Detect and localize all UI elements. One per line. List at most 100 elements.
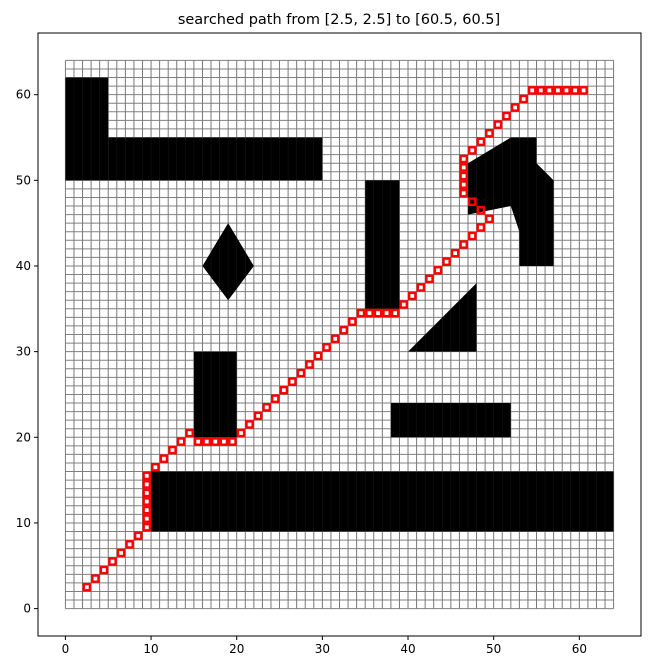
path-cell	[433, 265, 443, 275]
path-cell	[536, 86, 546, 95]
path-cell	[193, 437, 203, 446]
path-cell	[459, 163, 468, 172]
obstacle-block	[202, 223, 254, 301]
x-tick-label: 10	[143, 642, 158, 656]
x-tick-label: 40	[400, 642, 415, 656]
plot-area: 0 10 20 30 40 50 60 0 10 20 30 40 50 60	[16, 32, 642, 656]
path-cell	[236, 428, 246, 438]
axes-frame	[37, 32, 642, 637]
path-cell	[348, 317, 357, 326]
path-cell	[142, 514, 152, 523]
path-cell	[142, 471, 152, 481]
path-cell	[442, 257, 451, 266]
path-cell	[399, 300, 409, 309]
path-cell	[519, 94, 528, 104]
obstacle-block	[365, 180, 400, 309]
path-cell	[493, 120, 503, 129]
path-cell	[459, 154, 468, 164]
y-tick-label: 30	[16, 345, 31, 359]
y-tick-label: 40	[16, 259, 31, 273]
path-cell	[485, 214, 494, 224]
path-cell	[288, 377, 297, 386]
path-cell	[502, 111, 511, 121]
path-cell	[382, 308, 391, 318]
path-cell	[390, 308, 400, 318]
y-axis: 0 10 20 30 40 50 60	[16, 88, 38, 616]
path-cell	[373, 308, 383, 318]
path-cell	[176, 437, 186, 446]
path-layer	[82, 86, 588, 592]
path-cell	[476, 206, 486, 215]
obstacle-block	[408, 283, 477, 352]
x-tick-label: 60	[572, 642, 587, 656]
path-cell	[330, 334, 340, 344]
path-cell	[270, 394, 280, 404]
path-cell	[467, 146, 477, 155]
path-cell	[245, 420, 254, 429]
path-cell	[279, 385, 289, 395]
path-cell	[211, 437, 220, 446]
path-cell	[133, 531, 143, 541]
obstacle-block	[390, 403, 511, 438]
path-cell	[219, 437, 229, 446]
chart-title: searched path from [2.5, 2.5] to [60.5, …	[178, 12, 500, 28]
path-cell	[579, 86, 588, 95]
path-cell	[159, 454, 169, 463]
path-cell	[416, 283, 426, 292]
path-cell	[151, 462, 160, 472]
path-cell	[91, 574, 100, 583]
path-cell	[467, 231, 477, 241]
obstacle-block	[151, 471, 614, 532]
path-cell	[459, 171, 468, 181]
obstacle-block	[108, 137, 323, 181]
y-tick-label: 0	[23, 602, 31, 616]
y-tick-label: 10	[16, 516, 31, 530]
y-tick-label: 50	[16, 173, 31, 187]
path-cell	[476, 137, 486, 147]
path-cell	[425, 274, 434, 284]
path-cell	[142, 522, 152, 532]
path-cell	[116, 548, 126, 558]
path-cell	[262, 403, 271, 412]
x-tick-label: 0	[62, 642, 70, 656]
path-cell	[459, 188, 468, 198]
path-cell	[142, 497, 152, 506]
path-cell	[253, 411, 263, 421]
x-tick-label: 20	[229, 642, 244, 656]
path-cell	[168, 445, 177, 455]
path-cell	[356, 308, 366, 318]
x-tick-label: 50	[486, 642, 501, 656]
path-cell	[459, 180, 468, 189]
path-cell	[82, 582, 92, 592]
path-cell	[527, 86, 537, 95]
path-cell	[142, 480, 152, 489]
path-cell	[545, 86, 554, 95]
path-cell	[562, 86, 571, 95]
path-cell	[125, 540, 134, 549]
obstacle-block	[65, 77, 109, 181]
path-cell	[99, 565, 109, 575]
path-cell	[305, 360, 314, 369]
path-cell	[476, 223, 486, 232]
obstacle-block	[467, 137, 554, 266]
path-cell	[142, 505, 152, 515]
path-cell	[570, 86, 580, 95]
path-cell	[339, 325, 349, 335]
path-cell	[322, 343, 331, 352]
path-cell	[228, 437, 237, 446]
path-cell	[296, 368, 306, 378]
path-cell	[459, 240, 468, 249]
path-cell	[185, 428, 194, 438]
path-cell	[485, 128, 494, 138]
path-cell	[202, 437, 212, 446]
path-cell	[553, 86, 563, 95]
obstacle-layer	[65, 60, 614, 609]
x-axis: 0 10 20 30 40 50 60	[62, 636, 587, 656]
y-tick-label: 20	[16, 430, 31, 444]
path-cell	[450, 248, 460, 258]
path-cell	[142, 488, 152, 498]
path-cell	[510, 103, 520, 112]
y-tick-label: 60	[16, 88, 31, 102]
path-cell	[313, 351, 323, 361]
